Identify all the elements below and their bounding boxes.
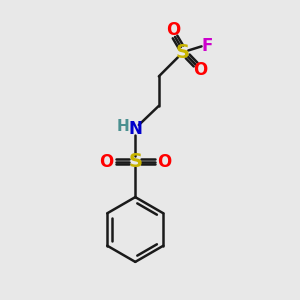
Text: O: O: [167, 21, 181, 39]
Text: O: O: [99, 153, 113, 171]
Text: O: O: [157, 153, 171, 171]
Text: H: H: [116, 119, 129, 134]
Text: F: F: [201, 38, 212, 56]
Text: S: S: [176, 43, 189, 62]
Text: O: O: [193, 61, 207, 80]
Text: N: N: [128, 120, 142, 138]
Text: S: S: [128, 152, 142, 171]
